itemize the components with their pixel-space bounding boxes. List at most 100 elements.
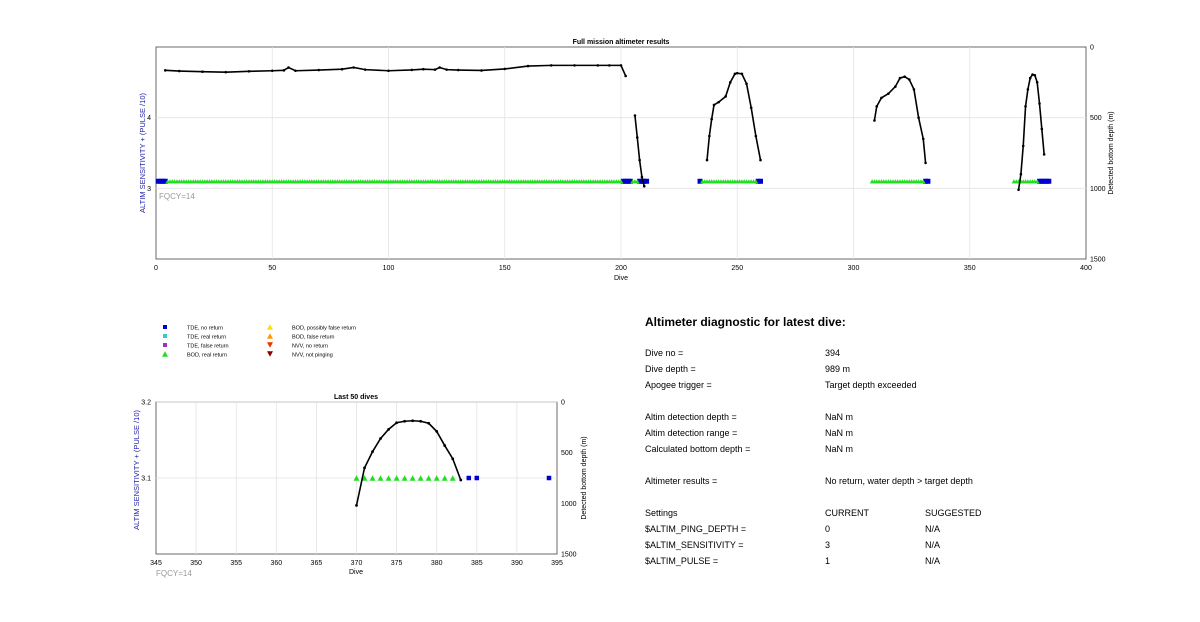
tde-no-return-marker [758,178,763,184]
bottom-depth-point [177,69,181,73]
bottom-depth-point [903,75,906,78]
bottom-depth-point [735,71,739,75]
bottom-depth-point [459,478,463,482]
y-right-tick-label: 0 [1090,45,1094,52]
bottom-depth-point [728,81,732,84]
current-header: CURRENT [825,508,869,518]
x-tick-label: 345 [150,560,162,567]
bottom-depth-point [1021,144,1025,148]
bottom-depth-point [422,67,425,71]
x-tick-label: 385 [471,560,483,567]
legend-label: BOD, possibly false return [292,325,356,331]
settings-label: Settings [645,508,678,518]
y-right-tick-label: 1500 [561,552,577,559]
bottom-depth-point [363,466,366,470]
bottom-depth-point [387,69,390,73]
bottom-depth-point [633,114,637,117]
tde-no-return-marker [644,178,650,184]
legend-marker-square [163,343,167,347]
bottom-depth-point [887,92,890,95]
legend-label: TDE, no return [187,325,223,331]
bottom-depth-point [921,137,925,141]
bottom-depth-point [1017,188,1020,192]
bottom-annotation: FQCY=14 [156,569,192,578]
tde-no-return-marker [162,178,168,184]
legend-label: NVV, not pinging [292,352,333,358]
legend-marker-triangle [267,342,273,348]
legend-label: TDE, false return [187,343,229,349]
bottom-depth-point [1024,105,1027,108]
top-y-left-label: ALTIM SENSITIVITY + (PULSE /10) [138,93,147,213]
bottom-depth-point [456,68,460,72]
bottom-depth-point [717,100,720,104]
bottom-depth-line [706,72,762,161]
apogee-value: Target depth exceeded [825,380,917,390]
bottom-depth-point [411,419,415,423]
tde-no-return-marker [627,178,633,184]
tde-no-return-marker [546,475,552,481]
y-right-tick-label: 500 [561,450,573,457]
sensitivity-current: 3 [825,540,831,550]
bottom-depth-point [912,88,916,91]
bottom-depth-point [898,76,902,80]
bottom-depth-line [1017,73,1045,190]
det-depth-label: Altim detection depth = [645,412,737,422]
results-label: Altimeter results = [645,476,718,486]
x-tick-label: 150 [499,265,511,272]
ping-depth-label: $ALTIM_PING_DEPTH = [645,524,747,534]
bod-real-return-marker [409,475,416,481]
bottom-depth-point [352,66,355,69]
x-tick-label: 350 [190,560,202,567]
bottom-depth-point [395,421,398,425]
calc-depth-value: NaN m [825,444,854,454]
y-right-tick-label: 0 [561,400,565,407]
bottom-depth-point [503,67,507,71]
x-tick-label: 50 [268,265,276,272]
bod-real-return-marker [369,475,376,481]
bottom-depth-point [379,437,382,440]
bottom-depth-line [355,419,462,506]
x-tick-label: 400 [1080,265,1092,272]
legend: TDE, no return TDE, real return TDE, false… [162,324,356,358]
x-tick-label: 390 [511,560,523,567]
bottom-depth-point [638,158,641,162]
legend-marker-triangle [162,351,168,357]
bod-real-return-marker [361,475,368,481]
dive-no-value: 394 [825,348,841,358]
bottom-depth-point [419,419,423,423]
bod-real-return-marker [377,475,384,481]
bottom-depth-point [427,421,431,425]
legend-marker-triangle [267,351,273,357]
bottom-depth-point [1031,73,1034,76]
x-tick-label: 395 [551,560,563,567]
bottom-depth-point [1026,88,1030,91]
sensitivity-suggested: N/A [925,540,941,550]
bottom-depth-point [282,69,286,72]
bottom-depth-point [635,136,639,139]
sensitivity-label: $ALTIM_SENSITIVITY = [645,540,744,550]
bod-real-return-marker [1034,179,1040,184]
x-tick-label: 0 [154,265,158,272]
bottom-depth-point [403,419,407,423]
dive-depth-value: 989 m [825,364,851,374]
bottom-depth-point [908,78,911,81]
dive-no-label: Dive no = [645,348,684,358]
bottom-depth-point [619,64,623,67]
bottom-depth-point [355,503,358,507]
x-tick-label: 250 [731,265,743,272]
bottom-depth-point [435,429,439,433]
top-grid [156,47,1086,259]
bottom-ticks: 345 350 355 360 365 370 375 380 385 390 395 3.1 3.2 0… [141,400,576,568]
bottom-depth-point [363,68,367,71]
bottom-depth-point [1038,102,1041,105]
legend-marker-triangle [267,324,273,330]
x-tick-label: 380 [431,560,443,567]
det-range-label: Altim detection range = [645,428,738,438]
bottom-depth-point [164,69,167,72]
bottom-depth-point [287,66,290,69]
bottom-depth-point [445,68,448,71]
pulse-label: $ALTIM_PULSE = [645,556,719,566]
bottom-depth-point [433,68,437,71]
x-tick-label: 300 [848,265,860,272]
bottom-depth-point [712,103,716,107]
